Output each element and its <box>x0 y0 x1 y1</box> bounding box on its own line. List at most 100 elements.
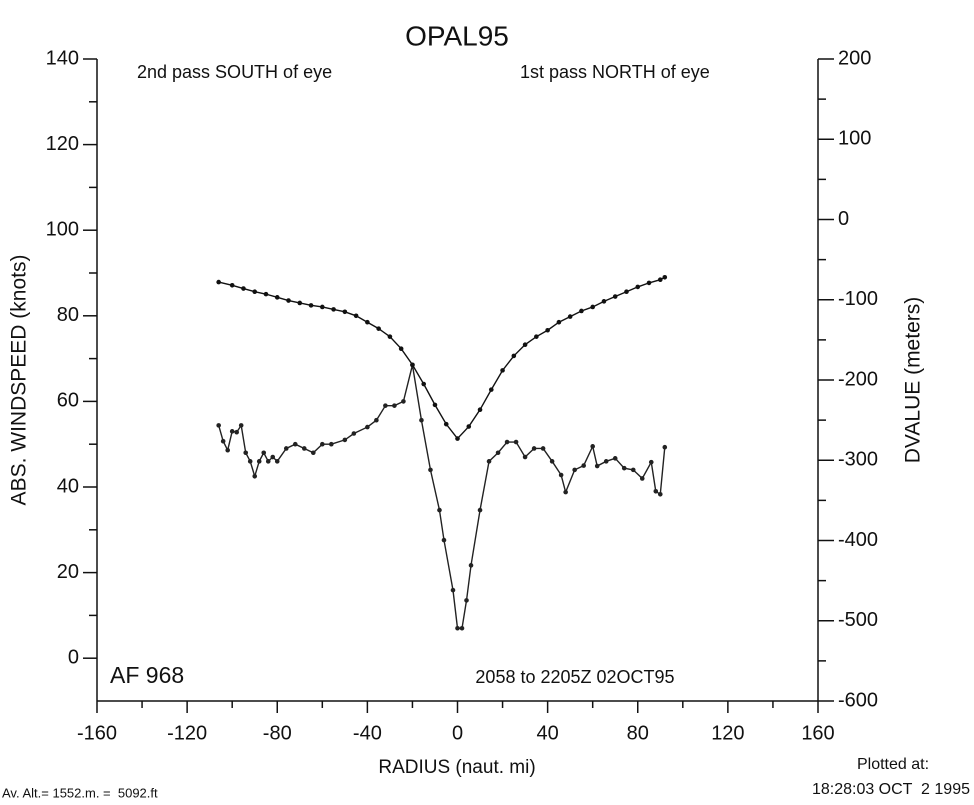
y2-tick-label: 200 <box>838 47 871 69</box>
y-tick-label: 140 <box>46 47 79 69</box>
data-point <box>383 403 388 408</box>
data-point <box>612 456 618 461</box>
data-point <box>252 289 258 295</box>
x-tick-label: -120 <box>167 722 207 744</box>
data-point <box>468 563 474 568</box>
x-tick-label: 0 <box>452 722 463 744</box>
annotation: 1st pass NORTH of eye <box>520 62 710 82</box>
x-tick-label: 80 <box>627 722 649 744</box>
data-point <box>567 314 573 319</box>
data-point <box>459 625 465 631</box>
data-point <box>646 280 652 286</box>
data-point <box>263 291 269 297</box>
data-point <box>477 507 483 513</box>
data-point <box>441 537 447 543</box>
data-point <box>410 362 415 368</box>
footer-right: 18:28:03 OCT 2 1995 <box>812 781 970 798</box>
y2-tick-label: -500 <box>838 609 878 631</box>
data-point <box>545 327 550 333</box>
data-point <box>657 491 663 497</box>
data-point <box>320 304 325 310</box>
y-tick-label: 60 <box>57 390 79 412</box>
data-point <box>603 459 609 464</box>
data-point <box>308 303 314 308</box>
y2-tick-label: -300 <box>838 449 878 471</box>
data-point <box>624 289 629 295</box>
x-tick-label: 160 <box>801 722 834 744</box>
data-point <box>639 476 645 481</box>
data-point <box>653 488 659 494</box>
y2-tick-label: -100 <box>838 288 878 310</box>
data-point <box>216 279 221 285</box>
data-point <box>572 467 577 473</box>
data-point <box>292 441 298 447</box>
data-point <box>353 313 359 319</box>
data-point <box>486 459 492 464</box>
data-point <box>331 307 336 312</box>
annotation: AF 968 <box>110 662 184 688</box>
data-point <box>243 450 249 456</box>
data-point <box>443 421 449 427</box>
data-point <box>342 309 348 315</box>
y-tick-label: 120 <box>46 133 79 155</box>
y-axis-label: ABS. WINDSPEED (knots) <box>8 255 31 506</box>
data-point <box>450 587 456 593</box>
footer-left: Av. Alt.= 1552.m. = 5092.ft <box>2 785 158 800</box>
data-point <box>563 489 568 495</box>
data-point <box>504 439 510 445</box>
data-point <box>581 463 586 468</box>
data-point <box>261 450 267 456</box>
y2-tick-label: -400 <box>838 529 878 551</box>
data-point <box>225 447 230 453</box>
data-point <box>216 423 221 428</box>
x-axis-label: RADIUS (naut. mi) <box>378 757 535 778</box>
annotation: 2nd pass SOUTH of eye <box>137 62 332 82</box>
x-tick-label: 40 <box>537 722 559 744</box>
y-tick-label: 20 <box>57 561 79 583</box>
x-tick-label: 120 <box>711 722 744 744</box>
data-point <box>247 459 253 464</box>
data-point <box>432 402 438 408</box>
data-point <box>297 300 303 306</box>
data-point <box>274 459 280 464</box>
data-point <box>522 342 528 347</box>
data-point <box>648 459 654 465</box>
data-point <box>301 446 307 451</box>
data-point <box>590 444 595 449</box>
data-point <box>229 283 235 288</box>
data-point <box>270 454 276 460</box>
data-point <box>311 450 316 456</box>
data-point <box>500 368 505 373</box>
data-point <box>477 407 483 412</box>
data-point <box>511 353 517 359</box>
data-point <box>365 319 370 325</box>
data-point <box>522 454 528 460</box>
data-point <box>365 424 370 430</box>
data-point <box>594 463 600 469</box>
data-point <box>534 334 539 339</box>
data-point <box>464 598 469 603</box>
data-point <box>455 436 460 441</box>
data-point <box>621 465 627 471</box>
data-point <box>286 298 291 303</box>
data-point <box>234 429 239 435</box>
data-point <box>265 459 271 464</box>
data-point <box>662 444 668 450</box>
data-point <box>401 399 406 404</box>
x-tick-label: -40 <box>353 722 382 744</box>
data-point <box>274 295 280 300</box>
series-line <box>217 364 666 629</box>
data-point <box>488 387 494 392</box>
data-point <box>241 286 246 291</box>
y-tick-label: 80 <box>57 304 79 326</box>
data-point <box>549 459 555 464</box>
x-tick-label: -80 <box>263 722 292 744</box>
y-tick-label: 40 <box>57 475 79 497</box>
data-point <box>612 294 618 299</box>
y-tick-label: 0 <box>68 646 79 668</box>
data-point <box>252 474 258 479</box>
x-tick-label: -160 <box>77 722 117 744</box>
series-line <box>218 276 666 440</box>
annotation: 2058 to 2205Z 02OCT95 <box>475 667 674 687</box>
